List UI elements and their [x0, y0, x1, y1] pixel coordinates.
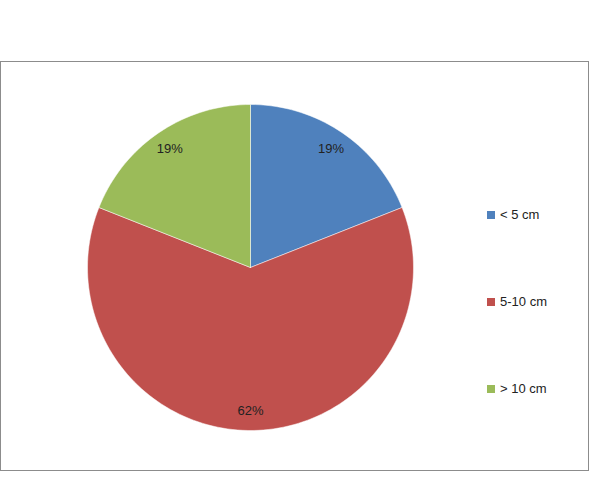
html-text:5-10 cm: 5-10 cm	[500, 294, 547, 309]
svg-text:19%: 19%	[318, 141, 344, 156]
html-text:> 10 cm: > 10 cm	[500, 381, 547, 396]
html-text:< 5 cm: < 5 cm	[500, 207, 540, 222]
svg-text:62%: 62%	[237, 403, 263, 418]
svg-text:19%: 19%	[157, 141, 183, 156]
